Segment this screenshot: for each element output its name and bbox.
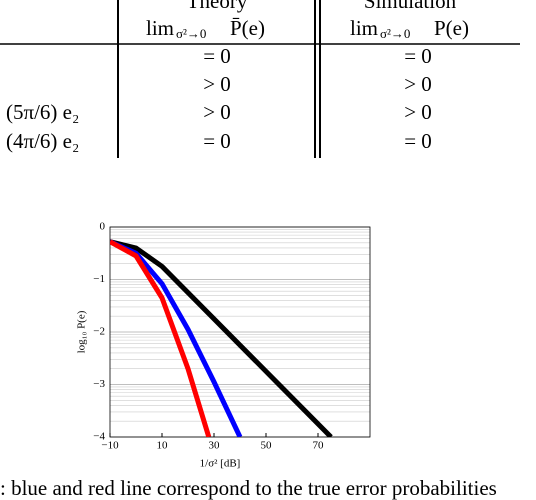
table-cell: = 0	[404, 44, 432, 68]
table-cell: > 0	[404, 72, 432, 96]
x-tick-label: 10	[157, 440, 169, 452]
x-tick-label: 30	[209, 440, 221, 452]
table-cell: > 0	[203, 72, 231, 96]
table-cell: > 0	[404, 100, 432, 124]
header-title: Theory	[187, 0, 248, 13]
table-cell: (5π/6) e₂	[6, 100, 79, 124]
x-tick-label: −10	[101, 440, 119, 452]
table-cell: > 0	[203, 100, 231, 124]
header-expr: P̄(e)	[230, 16, 265, 40]
x-axis-label: 1/σ² [dB]	[200, 458, 241, 470]
header-sub: σ²→0	[380, 26, 410, 41]
header-lim: lim	[350, 16, 378, 40]
y-axis-label: log₁₀ P(e)	[76, 310, 88, 353]
y-tick-label: −3	[93, 378, 105, 390]
table-cell: = 0	[203, 44, 231, 68]
y-tick-label: −4	[93, 431, 105, 443]
x-tick-label: 70	[313, 440, 325, 452]
x-tick-label: 50	[261, 440, 273, 452]
series-line	[110, 239, 212, 437]
table-cell: (4π/6) e₂	[6, 129, 79, 153]
table-cell: = 0	[404, 129, 432, 153]
y-tick-label: −2	[93, 326, 105, 338]
table-cell: = 0	[203, 129, 231, 153]
header-title: Simulation	[364, 0, 457, 13]
y-tick-label: −1	[93, 273, 105, 285]
header-sub: σ²→0	[176, 26, 206, 41]
header-lim: lim	[146, 16, 174, 40]
caption: : blue and red line correspond to the tr…	[0, 476, 497, 500]
y-tick-label: 0	[100, 221, 106, 233]
header-expr: P(e)	[434, 16, 469, 40]
